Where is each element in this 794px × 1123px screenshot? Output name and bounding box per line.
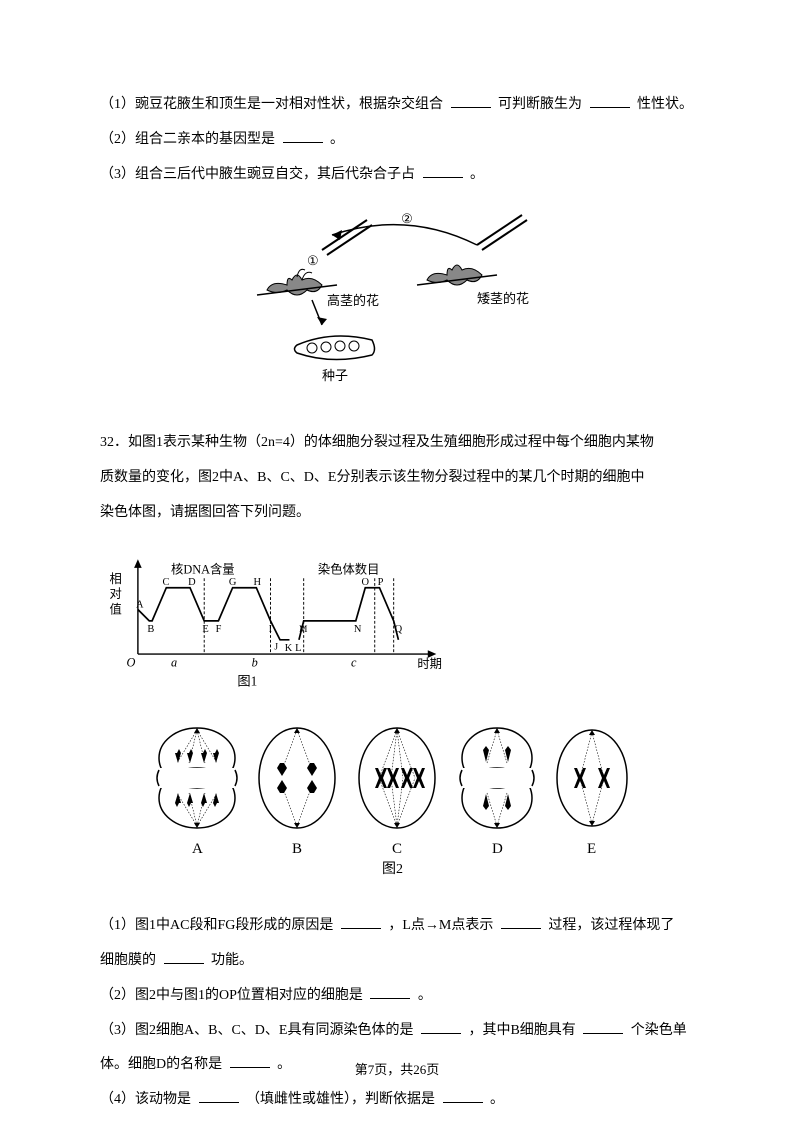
q31-1-text-b: 可判断腋生为 [495, 97, 586, 112]
q31-line2: （2）组合二亲本的基因型是 。 [100, 125, 694, 156]
short-label: 矮茎的花 [477, 291, 529, 306]
q32-intro3: 染色体图，请据图回答下列问题。 [100, 498, 694, 529]
q31-2-text-b: 。 [327, 132, 345, 147]
q31-2-text-a: （2）组合二亲本的基因型是 [100, 132, 279, 147]
svg-text:E: E [202, 624, 208, 635]
svg-text:M: M [299, 625, 308, 635]
q31-1-text-a: （1）豌豆花腋生和顶生是一对相对性状，根据杂交组合 [100, 97, 447, 112]
blank-4 [423, 162, 463, 178]
s3a: （3）图2细胞A、B、C、D、E具有同源染色体的是 [100, 1023, 417, 1038]
blank-2 [590, 92, 630, 108]
blank-s4-2 [443, 1087, 483, 1103]
s2a: （2）图2中与图1的OP位置相对应的细胞是 [100, 988, 366, 1003]
blank-s3-2 [583, 1018, 623, 1034]
s1c: 过程，该过程体现了 [545, 918, 675, 933]
svg-text:b: b [252, 655, 258, 669]
blank-3 [283, 127, 323, 143]
cell-label-d: D [492, 841, 503, 857]
label-2: ② [401, 211, 413, 226]
blank-s1-3 [164, 948, 204, 964]
page-content: （1）豌豆花腋生和顶生是一对相对性状，根据杂交组合 可判断腋生为 性性状。 （2… [0, 0, 794, 1116]
svg-text:J: J [274, 642, 278, 652]
page-footer: 第7页，共26页 [0, 1059, 794, 1078]
s1a: （1）图1中AC段和FG段形成的原因是 [100, 918, 337, 933]
title1: 核DNA含量 [171, 561, 235, 576]
label-1: ① [307, 253, 319, 268]
title2: 染色体数目 [318, 561, 380, 576]
svg-text:B: B [147, 624, 154, 635]
seed-label: 种子 [322, 368, 348, 383]
blank-s4-1 [199, 1087, 239, 1103]
blank-s1-2 [501, 913, 541, 929]
blank-s1-1 [341, 913, 381, 929]
svg-text:L: L [295, 643, 301, 654]
ylabel2: 对 [109, 587, 121, 601]
svg-text:a: a [171, 655, 177, 669]
svg-text:P: P [378, 576, 384, 587]
svg-text:N: N [354, 624, 362, 635]
q31-1-text-c: 性性状。 [634, 97, 694, 112]
s3b: ，其中B细胞具有 [465, 1023, 579, 1038]
cell-label-a: A [192, 841, 203, 857]
s3c: 个染色单 [627, 1023, 687, 1038]
cell-label-e: E [587, 841, 596, 857]
subq3-line1: （3）图2细胞A、B、C、D、E具有同源染色体的是 ，其中B细胞具有 个染色单 [100, 1016, 694, 1047]
ylabel3: 值 [109, 601, 121, 616]
s1e: 功能。 [208, 953, 254, 968]
s4b: （填雌性或雄性），判断依据是 [243, 1092, 439, 1107]
q32-num: 32． [100, 435, 128, 450]
q32-intro: 32．如图1表示某种生物（2n=4）的体细胞分裂过程及生殖细胞形成过程中每个细胞… [100, 428, 694, 459]
subq2: （2）图2中与图1的OP位置相对应的细胞是 。 [100, 981, 694, 1012]
pollination-figure: ② ① 高茎的花 矮 [100, 205, 694, 398]
tall-label: 高茎的花 [327, 293, 379, 308]
svg-text:K: K [285, 643, 293, 654]
svg-text:Q: Q [395, 624, 403, 635]
q32-intro2: 质数量的变化，图2中A、B、C、D、E分别表示该生物分裂过程中的某几个时期的细胞… [100, 463, 694, 494]
q31-line1: （1）豌豆花腋生和顶生是一对相对性状，根据杂交组合 可判断腋生为 性性状。 [100, 90, 694, 121]
svg-text:A: A [136, 599, 144, 610]
subq4: （4）该动物是 （填雌性或雄性），判断依据是 。 [100, 1085, 694, 1116]
xlabel: 时期 [417, 657, 442, 671]
svg-text:G: G [229, 576, 237, 587]
ylabel1: 相 [109, 572, 121, 586]
cell-label-c: C [392, 841, 402, 857]
q32-intro1: 如图1表示某种生物（2n=4）的体细胞分裂过程及生殖细胞形成过程中每个细胞内某物 [128, 435, 654, 450]
blank-1 [451, 92, 491, 108]
svg-text:c: c [351, 655, 357, 669]
chart-caption: 图1 [237, 673, 257, 688]
q31-line3: （3）组合三后代中腋生豌豆自交，其后代杂合子占 。 [100, 160, 694, 191]
svg-text:D: D [188, 576, 196, 587]
s1b: ，L点→M点表示 [385, 918, 497, 933]
svg-text:O: O [361, 576, 369, 587]
cells-figure: A B C D E 图2 [100, 718, 694, 891]
svg-text:C: C [163, 576, 170, 587]
cells-caption: 图2 [382, 862, 403, 877]
chart-svg: 相 对 值 O 核DNA含量 染色体数目 时期 A B C D E F [100, 541, 460, 696]
s4c: 。 [487, 1092, 505, 1107]
subq1-line1: （1）图1中AC段和FG段形成的原因是 ，L点→M点表示 过程，该过程体现了 [100, 911, 694, 942]
s4a: （4）该动物是 [100, 1092, 195, 1107]
blank-s2 [370, 983, 410, 999]
pollination-svg: ② ① 高茎的花 矮 [227, 205, 567, 385]
svg-text:H: H [253, 576, 261, 587]
svg-text:F: F [216, 624, 222, 635]
svg-text:I: I [269, 624, 273, 635]
q31-3-text-a: （3）组合三后代中腋生豌豆自交，其后代杂合子占 [100, 167, 419, 182]
q31-3-text-b: 。 [467, 167, 485, 182]
cells-svg: A B C D E 图2 [147, 718, 647, 878]
cell-label-b: B [292, 841, 302, 857]
blank-s3-1 [421, 1018, 461, 1034]
s2b: 。 [414, 988, 432, 1003]
s1d: 细胞膜的 [100, 953, 160, 968]
svg-text:O: O [127, 655, 136, 669]
chart-figure: 相 对 值 O 核DNA含量 染色体数目 时期 A B C D E F [100, 541, 694, 709]
subq1-line2: 细胞膜的 功能。 [100, 946, 694, 977]
